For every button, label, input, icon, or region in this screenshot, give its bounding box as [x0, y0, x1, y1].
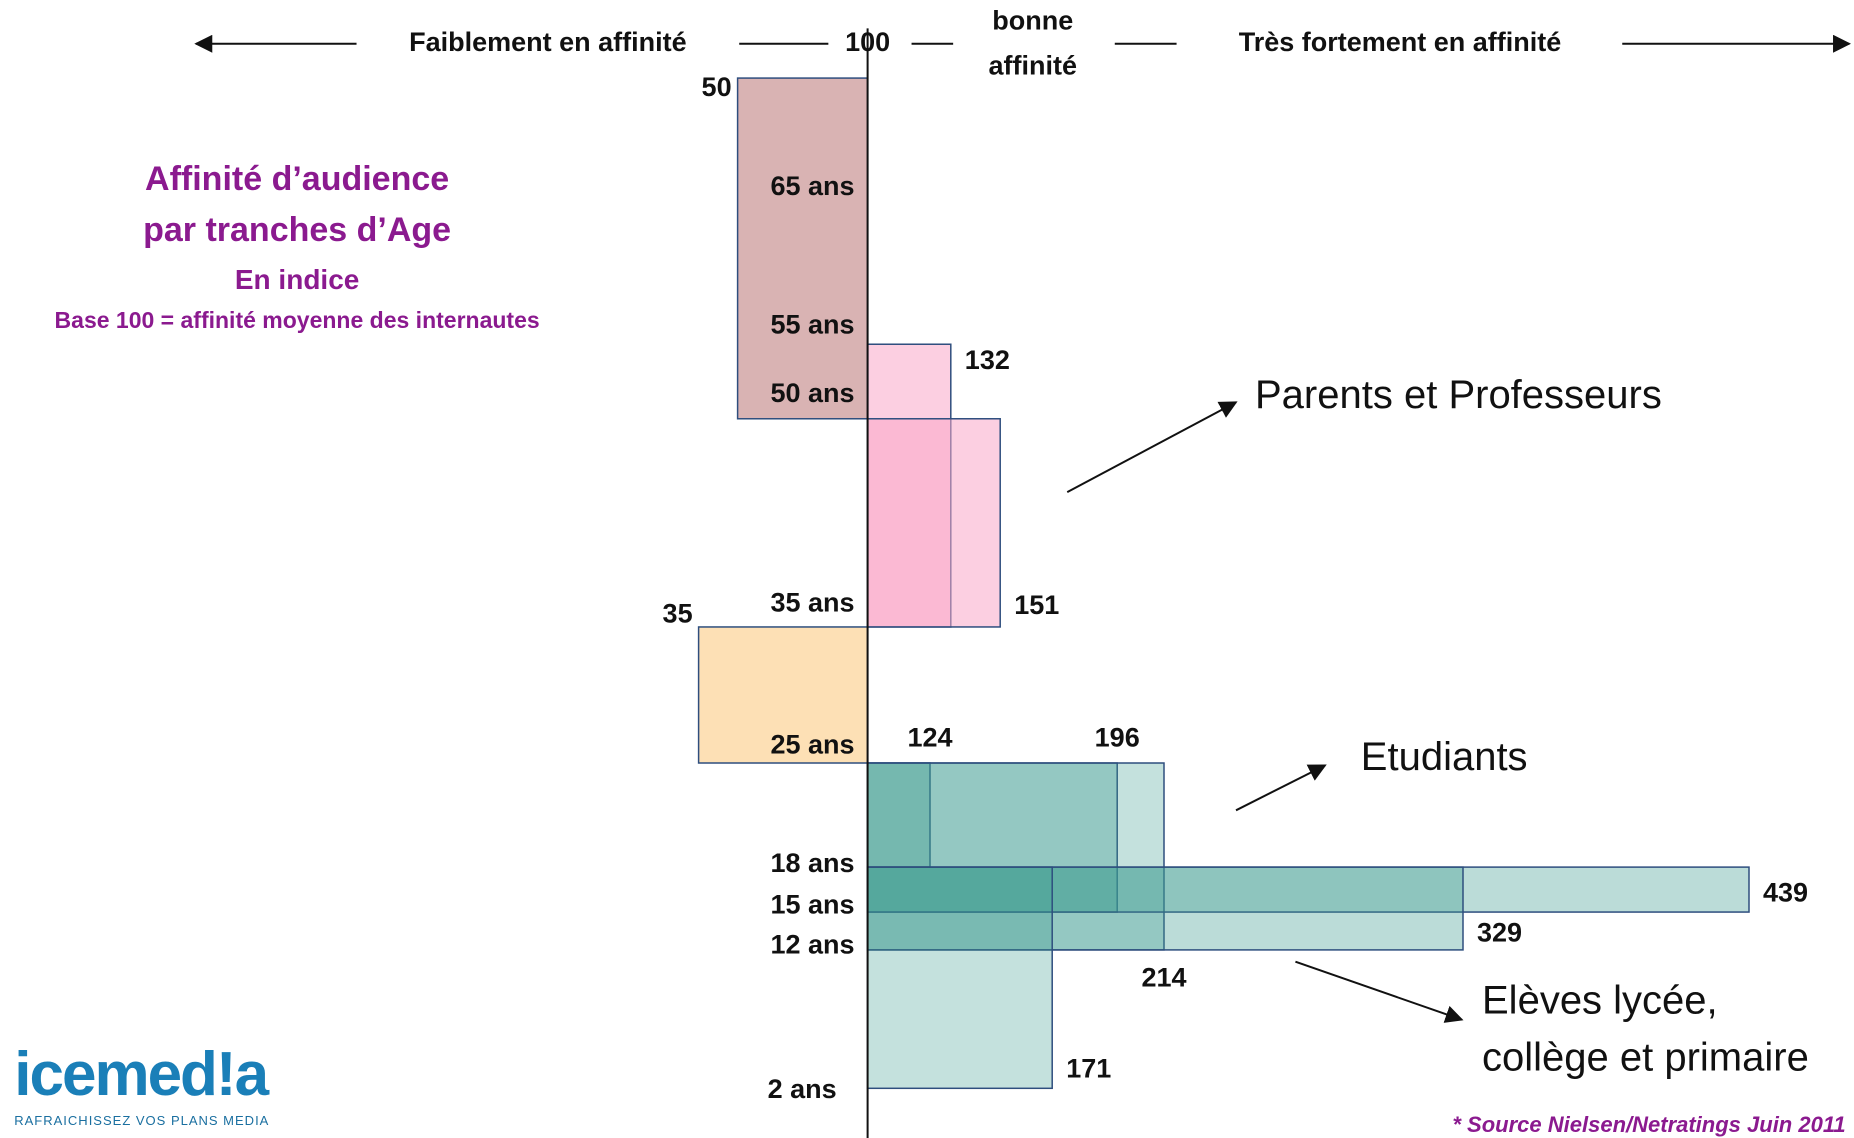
bar	[866, 418, 1001, 628]
header-middle: affinité	[989, 51, 1078, 81]
value-label: 329	[1477, 918, 1522, 948]
logo: icemed!a	[14, 1040, 269, 1109]
bar	[866, 762, 1118, 913]
annotation: collège et primaire	[1482, 1035, 1809, 1079]
age-label: 18 ans	[770, 848, 854, 878]
value-label: 171	[1066, 1054, 1111, 1084]
age-label: 25 ans	[770, 730, 854, 760]
value-label: 151	[1014, 590, 1059, 620]
age-label: 2 ans	[768, 1074, 837, 1104]
header-middle: bonne	[992, 6, 1073, 36]
age-label: 12 ans	[770, 929, 854, 959]
value-label: 50	[702, 72, 732, 102]
title: Base 100 = affinité moyenne des internau…	[55, 307, 540, 333]
bar	[697, 626, 869, 764]
value-label: 124	[907, 722, 952, 752]
age-label: 50 ans	[770, 378, 854, 408]
title: par tranches d’Age	[143, 211, 451, 249]
title: Affinité d’audience	[145, 160, 449, 198]
value-label: 132	[965, 345, 1010, 375]
bar	[736, 77, 869, 420]
age-label: 65 ans	[770, 171, 854, 201]
header-left: Faiblement en affinité	[409, 27, 687, 57]
annotation-arrow	[1295, 960, 1464, 1023]
annotation-arrow	[1235, 764, 1327, 812]
bar	[866, 762, 1165, 951]
age-label: 35 ans	[770, 588, 854, 618]
annotation: Parents et Professeurs	[1255, 373, 1662, 417]
logo-tagline: RAFRAICHISSEZ VOS PLANS MEDIA	[14, 1113, 269, 1128]
age-label: 15 ans	[770, 889, 854, 919]
header-right: Très fortement en affinité	[1239, 27, 1562, 57]
value-label: 439	[1763, 877, 1808, 907]
annotation: Elèves lycée,	[1482, 979, 1718, 1023]
bar	[866, 866, 1053, 1090]
annotation: Etudiants	[1361, 735, 1528, 779]
value-label: 214	[1141, 963, 1186, 993]
value-label: 196	[1095, 722, 1140, 752]
title: En indice	[235, 264, 359, 295]
annotation-arrow	[1066, 401, 1238, 493]
bar	[866, 866, 1464, 951]
value-label: 35	[663, 598, 693, 628]
source: * Source Nielsen/Netratings Juin 2011	[1452, 1112, 1845, 1137]
age-label: 55 ans	[770, 310, 854, 340]
bar	[866, 762, 931, 868]
